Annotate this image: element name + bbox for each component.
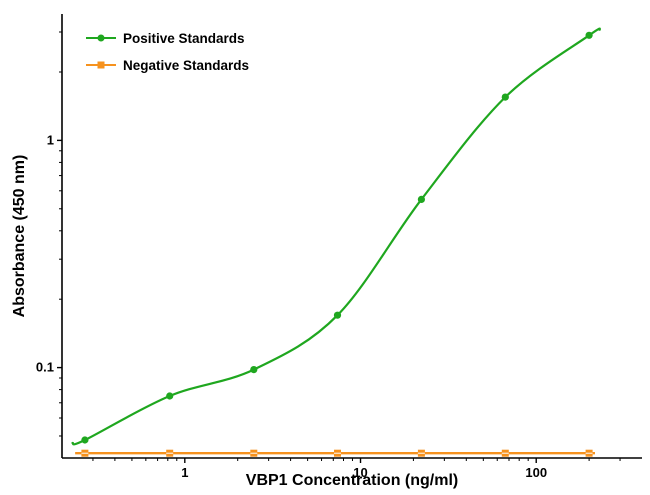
- positive-dot-icon: [97, 34, 105, 42]
- positive-data-point: [81, 436, 89, 444]
- axes: 1 10 100 0.1 1: [36, 14, 642, 480]
- y-tick-label: 1: [47, 132, 54, 147]
- legend-label-positive: Positive Standards: [123, 30, 245, 46]
- positive-data-point: [417, 195, 425, 203]
- legend: Positive Standards Negative Standards: [86, 27, 249, 81]
- positive-standards-series: [71, 27, 601, 446]
- y-axis-title: Absorbance (450 nm): [11, 154, 28, 318]
- x-tick-label: 10: [353, 465, 367, 480]
- x-tick-label: 100: [525, 465, 547, 480]
- positive-data-point: [585, 31, 593, 39]
- positive-data-point: [250, 366, 258, 374]
- negative-series-marker-icon: [86, 59, 116, 71]
- x-tick-label: 1: [181, 465, 188, 480]
- negative-standards-series: [75, 449, 595, 457]
- positive-data-point: [333, 311, 342, 319]
- legend-label-negative: Negative Standards: [123, 57, 250, 73]
- legend-entry-positive: Positive Standards: [86, 27, 249, 49]
- x-axis-title: VBP1 Concentration (ng/ml): [245, 472, 459, 489]
- positive-data-point: [501, 93, 509, 101]
- legend-entry-negative: Negative Standards: [86, 54, 249, 76]
- positive-data-point: [166, 392, 174, 400]
- negative-square-icon: [97, 61, 105, 69]
- y-tick-label: 0.1: [36, 360, 54, 375]
- positive-series-marker-icon: [86, 32, 116, 44]
